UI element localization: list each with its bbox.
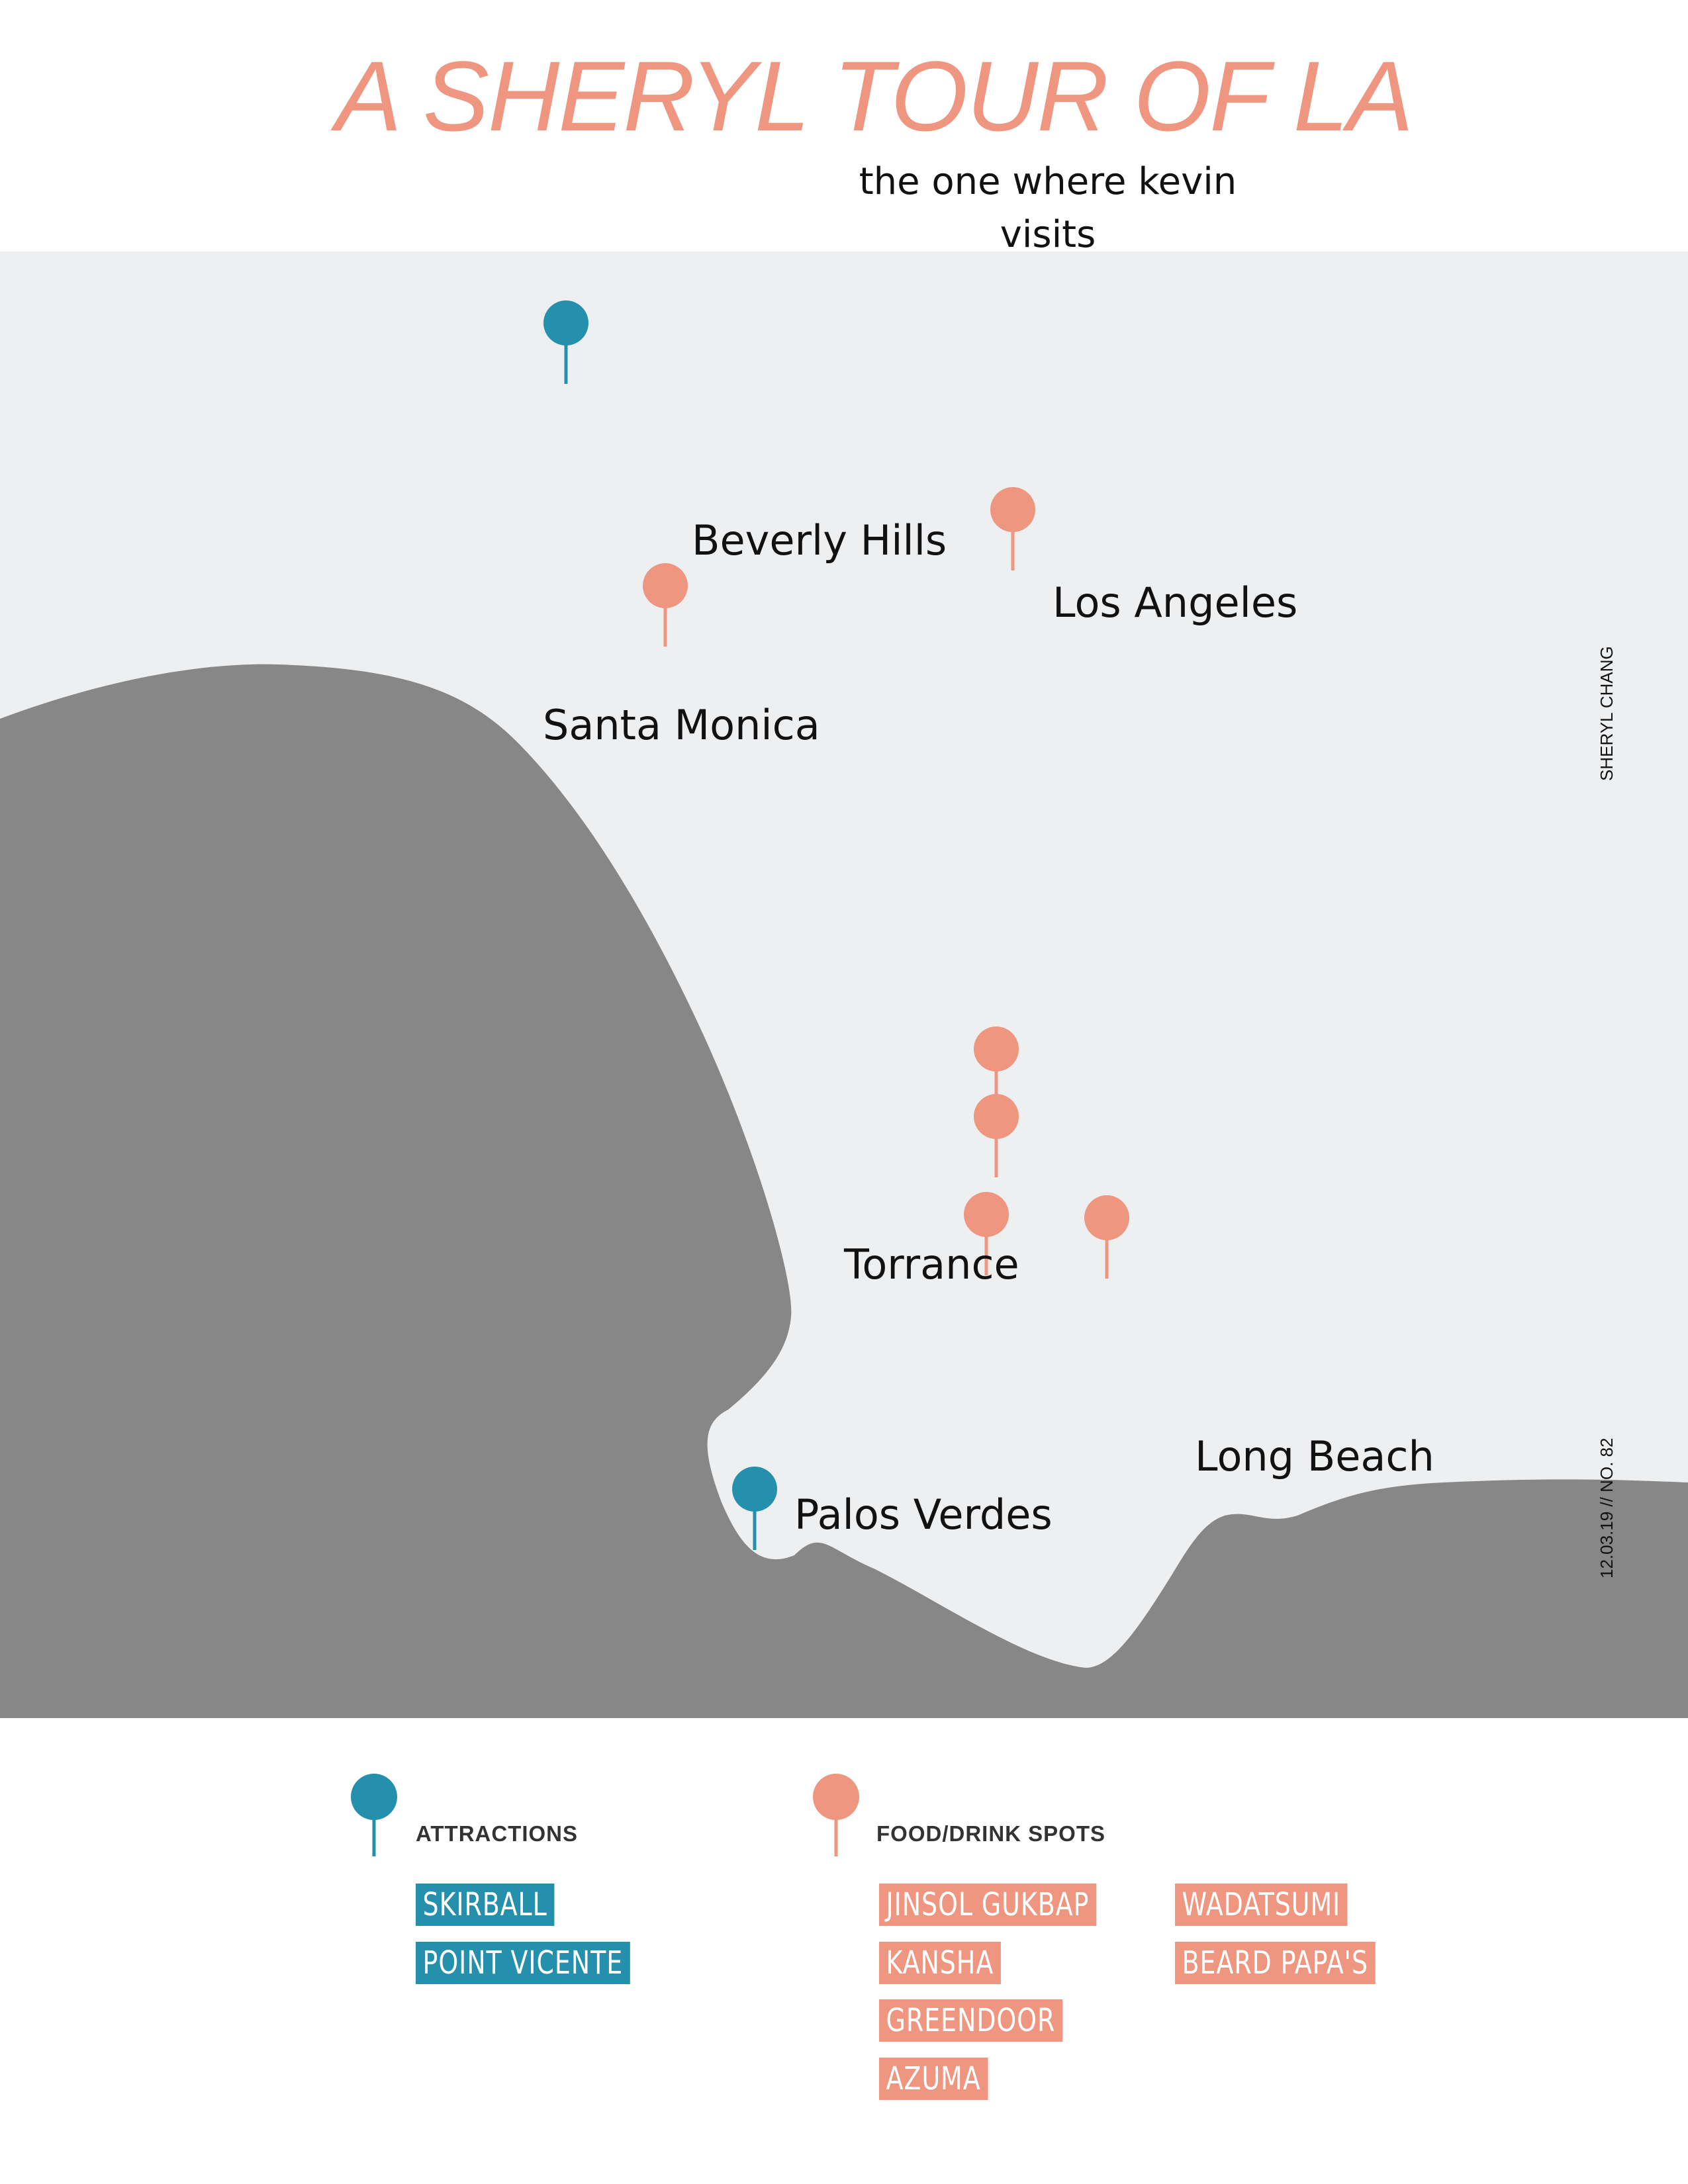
food-pin-icon — [813, 1774, 859, 1856]
legend-heading-food: FOOD/DRINK SPOTS — [876, 1821, 1106, 1846]
legend-heading-attractions: ATTRACTIONS — [416, 1821, 579, 1846]
legend-item-point-vicente: POINT VICENTE — [416, 1942, 630, 1984]
place-label-torrance: Torrance — [844, 1240, 1019, 1289]
legend-item-azuma: AZUMA — [879, 2058, 988, 2100]
map-pin-icon — [990, 487, 1035, 570]
author-label: SHERYL CHANG — [1597, 646, 1617, 781]
legend-item-beard-papas: BEARD PAPA'S — [1175, 1942, 1376, 1984]
map-pin-icon — [1084, 1195, 1129, 1279]
pins — [543, 300, 1129, 1550]
issue-label: 12.03.19 // NO. 82 — [1597, 1437, 1617, 1578]
place-label-santa-monica: Santa Monica — [543, 701, 820, 749]
attraction-pin-icon — [351, 1774, 397, 1856]
page-subtitle: the one where kevin visits — [820, 156, 1276, 269]
legend-item-skirball: SKIRBALL — [416, 1884, 555, 1926]
place-label-long-beach: Long Beach — [1195, 1432, 1434, 1480]
place-label-palos-verdes: Palos Verdes — [794, 1490, 1053, 1539]
map-pin-icon — [543, 300, 588, 384]
map-pin-icon — [974, 1094, 1019, 1177]
map — [0, 251, 1688, 1718]
legend-item-wadatsumi: WADATSUMI — [1175, 1884, 1348, 1926]
place-label-beverly-hills: Beverly Hills — [692, 516, 947, 565]
map-pin-icon — [964, 1192, 1009, 1275]
legend-item-greendoor: GREENDOOR — [879, 1999, 1062, 2042]
place-label-los-angeles: Los Angeles — [1053, 578, 1298, 627]
ocean-area — [0, 664, 1688, 1718]
legend-item-jinsol-gukbap: JINSOL GUKBAP — [879, 1884, 1096, 1926]
page-title: A SHERYL TOUR OF LA — [335, 40, 1413, 152]
map-pin-icon — [732, 1467, 777, 1550]
legend-item-kansha: KANSHA — [879, 1942, 1001, 1984]
map-pin-icon — [643, 563, 688, 647]
